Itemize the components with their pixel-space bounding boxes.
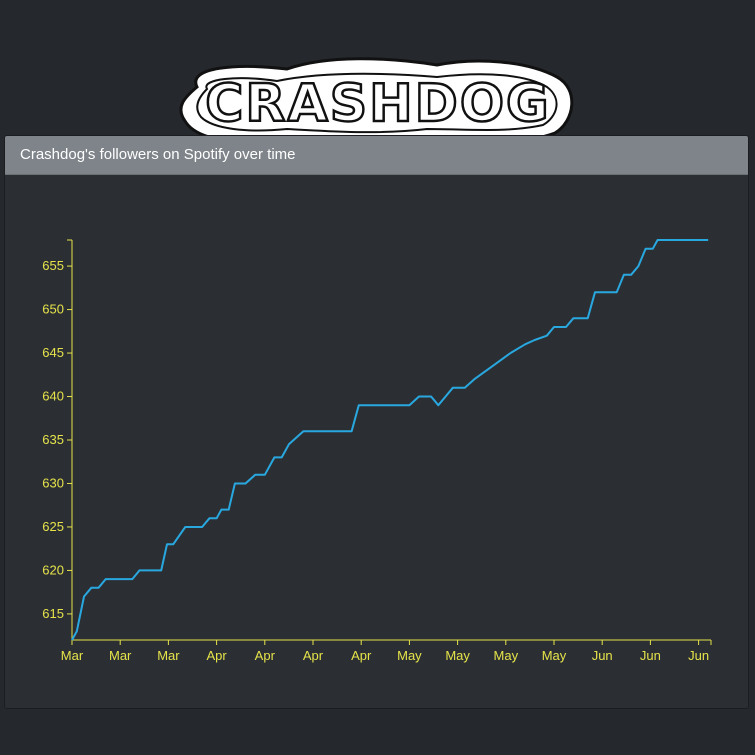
x-tick-label: Mar bbox=[109, 648, 132, 663]
x-tick-label: May bbox=[397, 648, 422, 663]
series-line bbox=[71, 239, 709, 641]
x-tick-label: May bbox=[494, 648, 519, 663]
y-tick-label: 655 bbox=[42, 258, 64, 273]
x-tick-label: Jun bbox=[640, 648, 661, 663]
panel-title: Crashdog's followers on Spotify over tim… bbox=[5, 136, 748, 175]
y-tick-label: 615 bbox=[42, 606, 64, 621]
y-tick-label: 650 bbox=[42, 302, 64, 317]
y-tick-label: 635 bbox=[42, 432, 64, 447]
y-tick-label: 645 bbox=[42, 345, 64, 360]
y-tick-label: 630 bbox=[42, 475, 64, 490]
x-tick-label: May bbox=[445, 648, 470, 663]
x-tick-label: Mar bbox=[61, 648, 84, 663]
y-tick-label: 640 bbox=[42, 389, 64, 404]
crashdog-logo: CRASHDOG bbox=[179, 57, 574, 146]
x-tick-label: Jun bbox=[592, 648, 613, 663]
logo-text: CRASHDOG bbox=[205, 74, 550, 134]
x-tick-label: May bbox=[542, 648, 567, 663]
y-tick-label: 625 bbox=[42, 519, 64, 534]
x-tick-label: Mar bbox=[157, 648, 180, 663]
x-tick-label: Apr bbox=[303, 648, 324, 663]
y-tick-label: 620 bbox=[42, 562, 64, 577]
follower-chart: 615 620 625 630 635 640 645 650 655 Mar Mar Mar Apr A… bbox=[42, 239, 712, 663]
chart-panel: Crashdog's followers on Spotify over tim… bbox=[4, 135, 749, 709]
x-tick-label: Apr bbox=[351, 648, 372, 663]
x-tick-label: Apr bbox=[255, 648, 276, 663]
x-tick-label: Jun bbox=[688, 648, 709, 663]
x-tick-label: Apr bbox=[206, 648, 227, 663]
